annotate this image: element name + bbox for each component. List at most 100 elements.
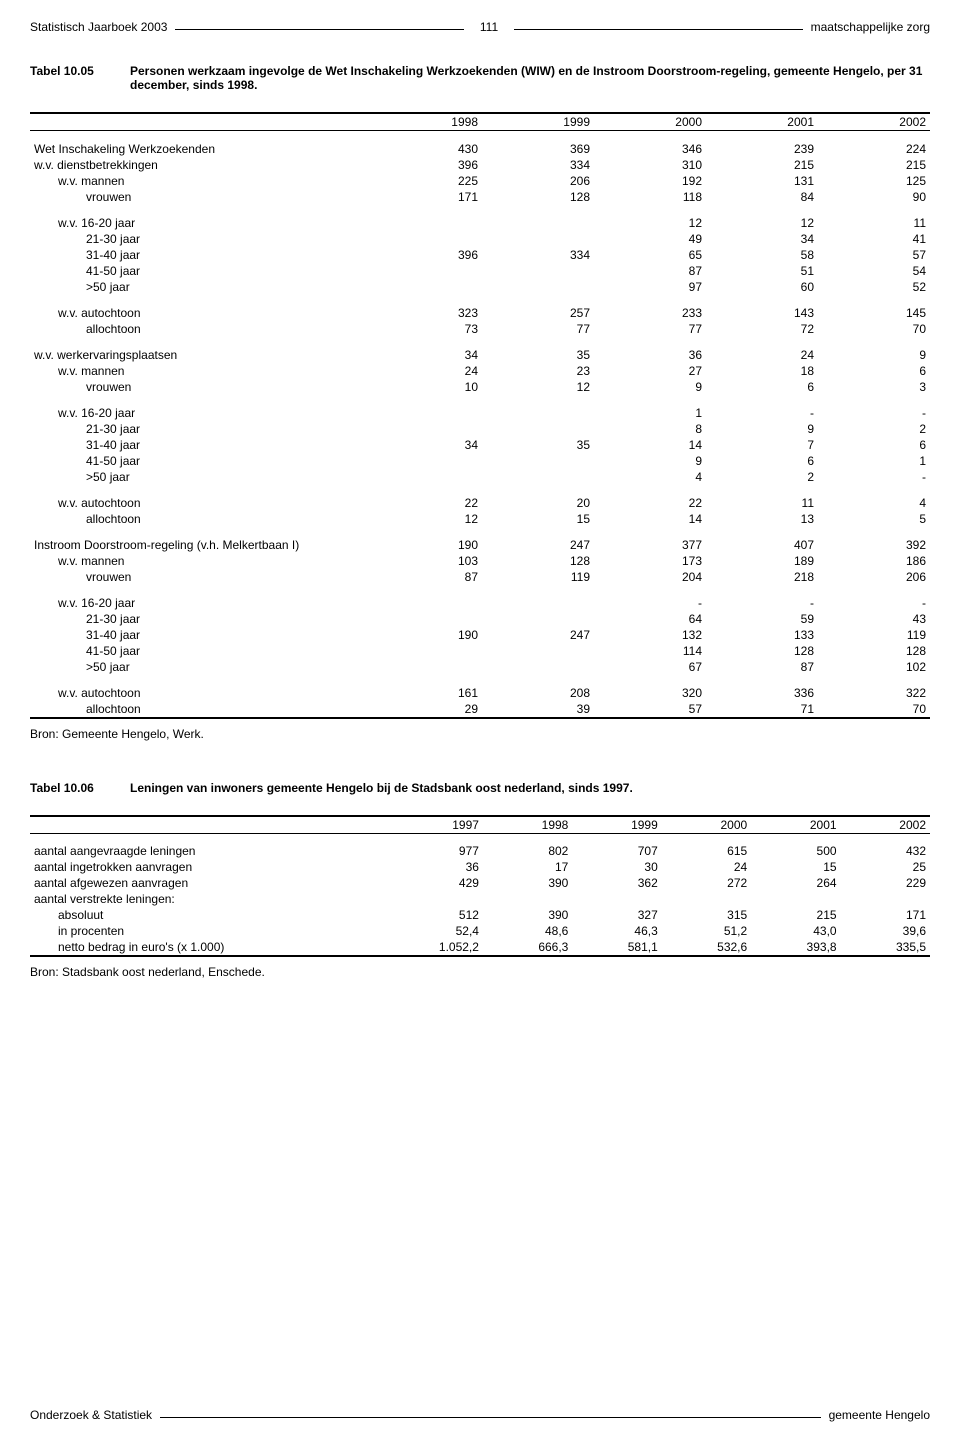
- table-row: >50 jaar42-: [30, 469, 930, 485]
- cell-value: 128: [482, 553, 594, 569]
- cell-value: 272: [662, 875, 751, 891]
- table-row: allochtoon2939577170: [30, 701, 930, 718]
- cell-value: [482, 453, 594, 469]
- page-header: Statistisch Jaarboek 2003 111 maatschapp…: [30, 20, 930, 34]
- table-row: absoluut512390327315215171: [30, 907, 930, 923]
- row-label: allochtoon: [30, 701, 370, 718]
- table-row: vrouwen1711281188490: [30, 189, 930, 205]
- cell-value: 102: [818, 659, 930, 675]
- row-label: allochtoon: [30, 321, 370, 337]
- row-label: w.v. mannen: [30, 173, 370, 189]
- column-header: 1997: [370, 816, 483, 834]
- cell-value: [751, 891, 840, 907]
- cell-value: 532,6: [662, 939, 751, 956]
- cell-value: 9: [706, 421, 818, 437]
- cell-value: 430: [370, 141, 482, 157]
- cell-value: 2: [706, 469, 818, 485]
- cell-value: 84: [706, 189, 818, 205]
- cell-value: 119: [818, 627, 930, 643]
- cell-value: 24: [370, 363, 482, 379]
- cell-value: 57: [594, 701, 706, 718]
- table-number: Tabel 10.06: [30, 781, 130, 795]
- cell-value: [841, 891, 930, 907]
- cell-value: 4: [594, 469, 706, 485]
- table-row: w.v. dienstbetrekkingen396334310215215: [30, 157, 930, 173]
- table-row: 41-50 jaar875154: [30, 263, 930, 279]
- cell-value: 615: [662, 843, 751, 859]
- cell-value: 215: [818, 157, 930, 173]
- cell-value: [370, 263, 482, 279]
- table-row: 31-40 jaar190247132133119: [30, 627, 930, 643]
- table-title: Leningen van inwoners gemeente Hengelo b…: [130, 781, 633, 795]
- row-label: w.v. 16-20 jaar: [30, 595, 370, 611]
- cell-value: 189: [706, 553, 818, 569]
- cell-value: 310: [594, 157, 706, 173]
- cell-value: [370, 611, 482, 627]
- cell-value: 90: [818, 189, 930, 205]
- cell-value: 8: [594, 421, 706, 437]
- cell-value: 29: [370, 701, 482, 718]
- cell-value: 22: [594, 495, 706, 511]
- cell-value: [482, 421, 594, 437]
- cell-value: 229: [841, 875, 930, 891]
- row-label: w.v. autochtoon: [30, 495, 370, 511]
- cell-value: 190: [370, 537, 482, 553]
- cell-value: 1.052,2: [370, 939, 483, 956]
- cell-value: 393,8: [751, 939, 840, 956]
- cell-value: 57: [818, 247, 930, 263]
- header-rule: [514, 29, 802, 30]
- cell-value: [370, 279, 482, 295]
- cell-value: [482, 231, 594, 247]
- table-row: vrouwen1012963: [30, 379, 930, 395]
- cell-value: 6: [706, 453, 818, 469]
- cell-value: 315: [662, 907, 751, 923]
- cell-value: 12: [706, 215, 818, 231]
- row-label: w.v. werkervaringsplaatsen: [30, 347, 370, 363]
- cell-value: 119: [482, 569, 594, 585]
- header-rule: [175, 29, 463, 30]
- cell-value: 396: [370, 157, 482, 173]
- cell-value: 5: [818, 511, 930, 527]
- row-label: netto bedrag in euro's (x 1.000): [30, 939, 370, 956]
- cell-value: 73: [370, 321, 482, 337]
- cell-value: 11: [706, 495, 818, 511]
- cell-value: 4: [818, 495, 930, 511]
- cell-value: 500: [751, 843, 840, 859]
- cell-value: 23: [482, 363, 594, 379]
- cell-value: 71: [706, 701, 818, 718]
- cell-value: 14: [594, 437, 706, 453]
- column-header: 1999: [572, 816, 661, 834]
- cell-value: 125: [818, 173, 930, 189]
- table-row: 31-40 jaar396334655857: [30, 247, 930, 263]
- data-table-1: 19981999200020012002Wet Inschakeling Wer…: [30, 112, 930, 719]
- cell-value: 128: [482, 189, 594, 205]
- cell-value: 6: [818, 437, 930, 453]
- table-row: w.v. 16-20 jaar121211: [30, 215, 930, 231]
- table-number: Tabel 10.05: [30, 64, 130, 92]
- cell-value: 41: [818, 231, 930, 247]
- cell-value: 247: [482, 537, 594, 553]
- cell-value: 1: [818, 453, 930, 469]
- cell-value: [572, 891, 661, 907]
- table-row: w.v. mannen225206192131125: [30, 173, 930, 189]
- row-label: w.v. mannen: [30, 553, 370, 569]
- cell-value: 72: [706, 321, 818, 337]
- table-row: w.v. autochtoon323257233143145: [30, 305, 930, 321]
- footer-rule: [160, 1417, 821, 1418]
- cell-value: 13: [706, 511, 818, 527]
- cell-value: [482, 215, 594, 231]
- cell-value: 131: [706, 173, 818, 189]
- cell-value: 206: [818, 569, 930, 585]
- cell-value: 208: [482, 685, 594, 701]
- table-row: aantal afgewezen aanvragen42939036227226…: [30, 875, 930, 891]
- cell-value: 59: [706, 611, 818, 627]
- cell-value: -: [706, 595, 818, 611]
- cell-value: 390: [483, 875, 572, 891]
- cell-value: 334: [482, 247, 594, 263]
- cell-value: 36: [370, 859, 483, 875]
- cell-value: 218: [706, 569, 818, 585]
- cell-value: [370, 421, 482, 437]
- cell-value: 247: [482, 627, 594, 643]
- cell-value: 49: [594, 231, 706, 247]
- cell-value: 186: [818, 553, 930, 569]
